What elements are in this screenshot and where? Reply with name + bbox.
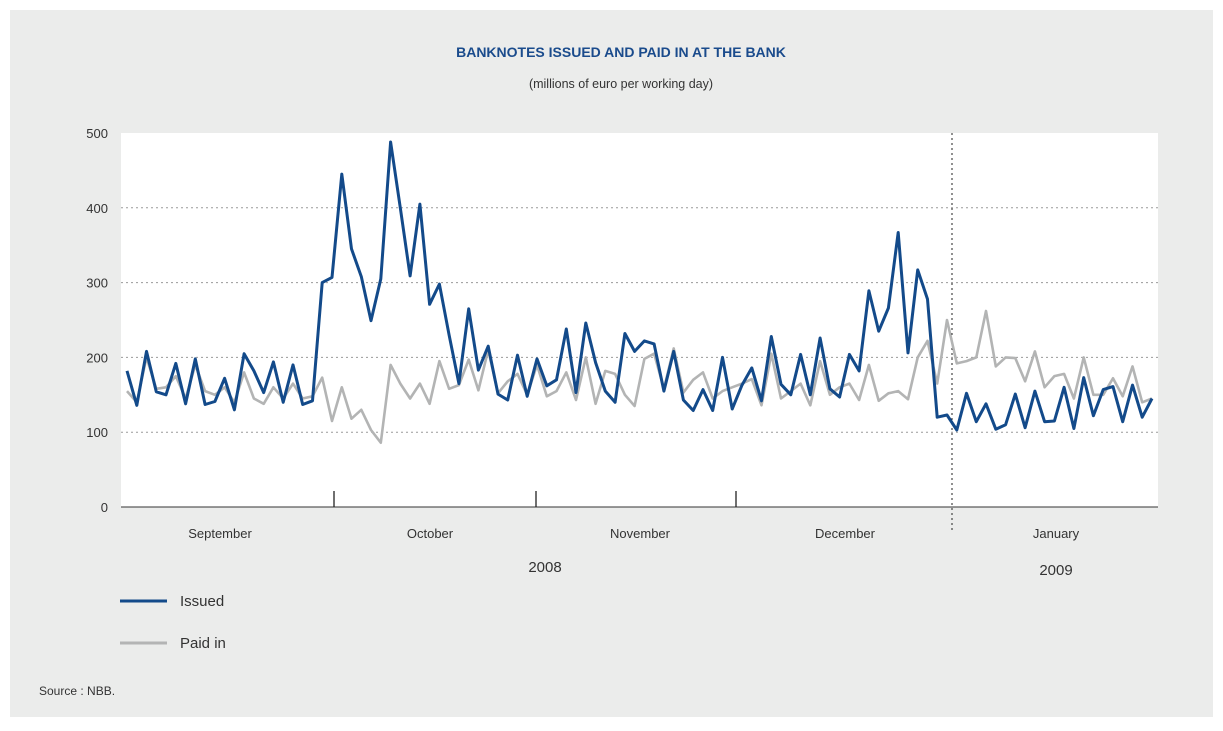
year-label-2009: 2009 [1039, 562, 1072, 579]
chart-subtitle: (millions of euro per working day) [529, 77, 713, 91]
series-line-issued [125, 140, 1154, 432]
y-tick-label-300: 300 [86, 276, 108, 291]
y-tick-label-0: 0 [101, 500, 108, 515]
series-line-paid-in [126, 309, 1153, 445]
chart-title: BANKNOTES ISSUED AND PAID IN AT THE BANK [456, 44, 786, 60]
y-tick-label-400: 400 [86, 201, 108, 216]
y-tick-label-200: 200 [86, 350, 108, 365]
source-note: Source : NBB. [39, 684, 115, 698]
y-tick-labels: 0 100 200 300 400 500 [86, 126, 108, 515]
month-label-september: September [188, 526, 252, 541]
legend-label-paid-in: Paid in [180, 635, 226, 652]
y-tick-label-500: 500 [86, 126, 108, 141]
year-label-2008: 2008 [528, 559, 561, 576]
series-lines [125, 140, 1154, 445]
month-ticks [333, 491, 737, 507]
legend-label-issued: Issued [180, 593, 224, 610]
month-label-december: December [815, 526, 876, 541]
month-label-october: October [407, 526, 454, 541]
plot-area [121, 133, 1158, 507]
y-tick-label-100: 100 [86, 425, 108, 440]
month-label-january: January [1033, 526, 1080, 541]
month-label-november: November [610, 526, 671, 541]
